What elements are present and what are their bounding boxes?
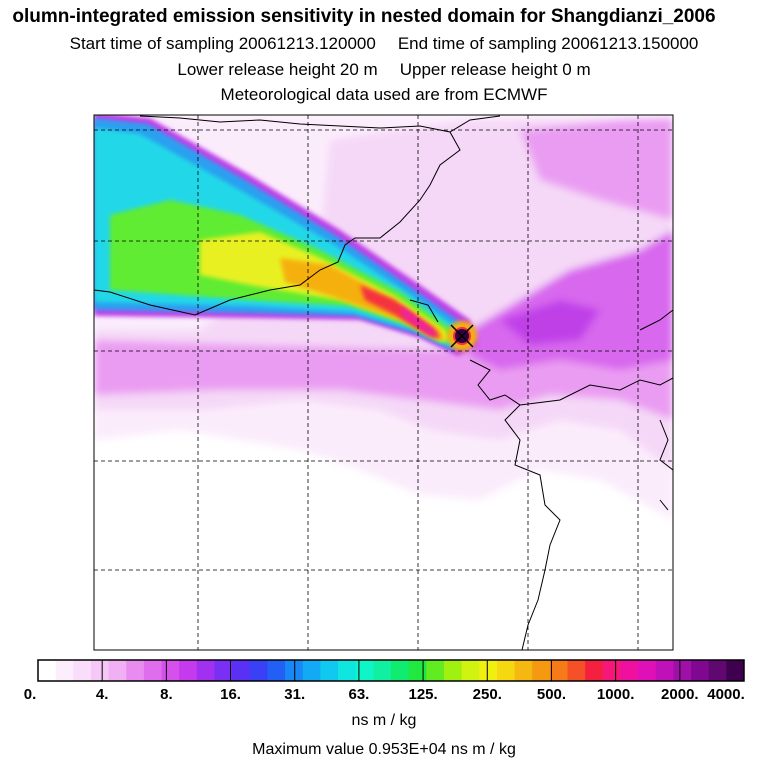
colorbar-swatch [232, 660, 251, 681]
coastlines [94, 115, 673, 650]
sampling-time-line: Start time of sampling 20061213.120000 En… [0, 34, 768, 54]
upper-release-label: Upper release height 0 m [399, 60, 591, 79]
colorbar-swatch [726, 660, 745, 681]
colorbar-swatch [532, 660, 551, 681]
colorbar-swatch [320, 660, 339, 681]
colorbar-swatch [673, 660, 692, 681]
field-deep [500, 300, 600, 345]
colorbar-swatch [655, 660, 674, 681]
colorbar-swatch [108, 660, 127, 681]
coastline-korea [519, 377, 673, 406]
colorbar-tick: 16. [220, 686, 241, 703]
receptor-marker [450, 324, 474, 348]
field-mid-north [520, 118, 673, 220]
colorbar-ticks: 0. 4. 8. 16. 31. 63. 125. 250. 500. 1000… [0, 686, 768, 708]
coastline-se [659, 419, 673, 471]
colorbar-swatch [638, 660, 657, 681]
colorbar-swatch [479, 660, 498, 681]
colorbar-swatch [620, 660, 639, 681]
colorbar-swatch [355, 660, 374, 681]
coastline-gulf [469, 359, 561, 650]
colorbar-swatch [602, 660, 621, 681]
release-height-line: Lower release height 20 m Upper release h… [0, 60, 768, 80]
colorbar-tick: 125. [408, 686, 438, 703]
colorbar-swatch [179, 660, 198, 681]
coastline-east [449, 115, 501, 133]
colorbar-swatch [302, 660, 321, 681]
map-frame [93, 114, 674, 651]
lower-release-label: Lower release height 20 m [177, 60, 378, 79]
colorbar-units: ns m / kg [351, 712, 417, 729]
colorbar-swatch [549, 660, 568, 681]
start-time-label: Start time of sampling 20061213.120000 [69, 34, 376, 53]
colorbar-swatch [408, 660, 427, 681]
coastline-north [94, 115, 461, 316]
colorbar-swatch [143, 660, 162, 681]
colorbar-swatch [585, 660, 604, 681]
end-time-label: End time of sampling 20061213.150000 [397, 34, 699, 53]
colorbar-swatch [267, 660, 286, 681]
colorbar-tick: 31. [284, 686, 306, 703]
colorbar-swatch [38, 660, 57, 681]
colorbar-frame [37, 659, 745, 682]
colorbar-swatch [443, 660, 462, 681]
graticule [94, 115, 673, 650]
colorbar-tick: 4000. [707, 686, 745, 703]
coastline-sw [659, 499, 669, 511]
colorbar-swatch [391, 660, 410, 681]
colorbar-swatch [461, 660, 480, 681]
colorbar-swatch [373, 660, 392, 681]
colorbar-tick: 8. [160, 686, 173, 703]
colorbar-swatch [161, 660, 180, 681]
colorbar-swatch [196, 660, 215, 681]
colorbar-tick: 2000. [661, 686, 699, 703]
colorbar-swatch [214, 660, 233, 681]
colorbar-tick: 0. [23, 686, 37, 703]
colorbar-swatch [496, 660, 515, 681]
plume [94, 115, 478, 356]
colorbar-tick: 500. [536, 686, 567, 703]
river-line [409, 299, 439, 323]
plot-title: olumn-integrated emission sensitivity in… [12, 6, 716, 27]
colorbar-swatch [567, 660, 586, 681]
met-data-label: Meteorological data used are from ECMWF [220, 85, 548, 104]
colorbar-tick: 250. [472, 686, 502, 703]
max-value-label: Maximum value 0.953E+04 ns m / kg [252, 741, 516, 758]
map-field [94, 115, 673, 650]
colorbar-tick: 1000. [596, 686, 635, 703]
colorbar-swatch [73, 660, 92, 681]
colorbar-swatch [249, 660, 268, 681]
coastline-peninsula [639, 309, 673, 331]
colorbar-swatch [126, 660, 145, 681]
colorbar-swatch [426, 660, 445, 681]
colorbar-swatch [285, 660, 304, 681]
colorbar-swatch [708, 660, 727, 681]
colorbar-swatch [691, 660, 710, 681]
colorbar-swatch [90, 660, 109, 681]
colorbar-swatch [55, 660, 74, 681]
colorbar [37, 659, 745, 682]
plume-magenta [400, 305, 438, 338]
colorbar-swatch [338, 660, 357, 681]
colorbar-tick: 4. [95, 686, 109, 703]
colorbar-tick: 63. [348, 686, 370, 703]
colorbar-swatch [514, 660, 533, 681]
